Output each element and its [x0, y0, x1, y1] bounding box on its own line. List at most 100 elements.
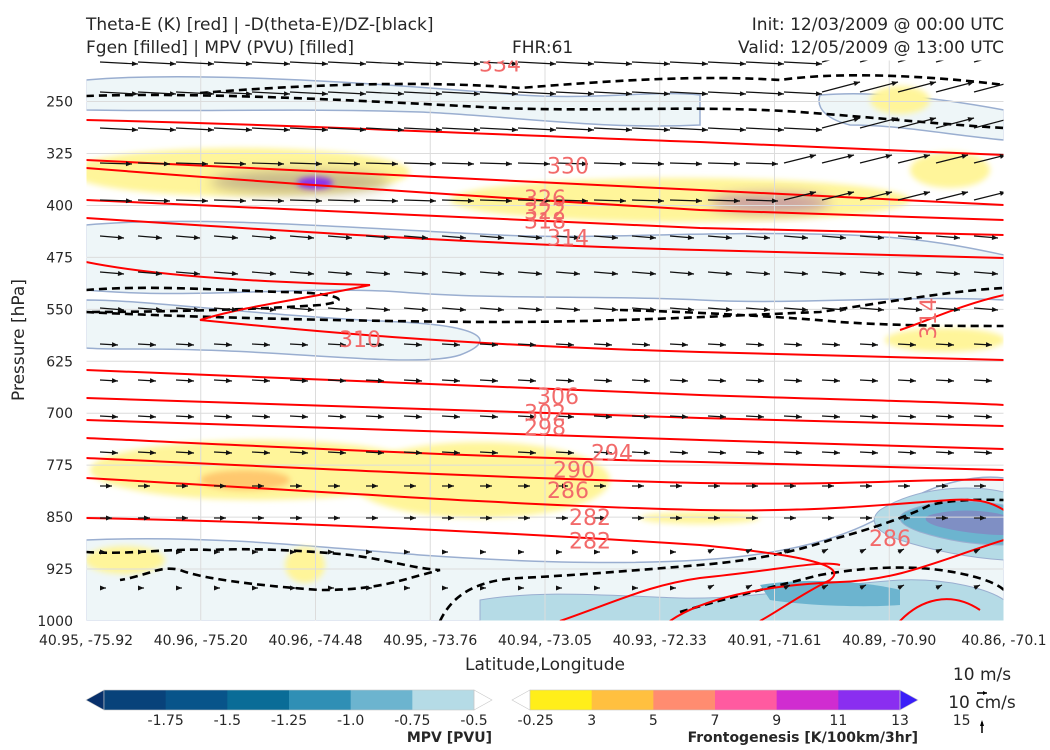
wind-vector [707, 127, 747, 131]
wind-vector-head [138, 549, 144, 555]
wind-vector-head [752, 515, 758, 521]
wind-vector-head [567, 378, 574, 384]
wind-vector [441, 127, 481, 131]
theta-e-contour-labels: 3343303263223183143103063022982942902862… [339, 60, 942, 555]
wind-vector [403, 61, 443, 65]
theta-e-contour-label: 314 [917, 297, 942, 339]
wind-vector-head [176, 585, 182, 591]
wind-vector-head [980, 515, 986, 521]
wind-vector-head [391, 198, 398, 204]
wind-vector-head [404, 549, 410, 555]
wind-vector [289, 127, 329, 131]
x-tick-label: 40.96, -74.48 [268, 633, 362, 649]
title-left-line1: Theta-E (K) [red] | -D(theta-E)/DZ-[blac… [85, 15, 434, 35]
wind-vector-head [339, 378, 346, 384]
wind-vector-head [283, 91, 290, 97]
wind-vector-head [687, 307, 694, 312]
wind-vector-head [144, 515, 150, 521]
wind-vector-head [605, 450, 612, 456]
wind-vector-head [100, 585, 106, 591]
wind-vector-head [600, 515, 606, 521]
wind-vector-head [866, 483, 872, 489]
wind-vector-head [111, 414, 118, 420]
wind-vector-head [549, 91, 556, 97]
y-tick-label: 700 [46, 406, 73, 422]
wind-vector [479, 61, 519, 65]
wind-vector-head [853, 117, 860, 122]
wind-vector [783, 61, 823, 65]
wind-vector-head [511, 91, 518, 97]
wind-vector-head [1006, 51, 1012, 56]
wind-vector-head [473, 91, 480, 97]
wind-vector-head [871, 450, 878, 456]
wind-vector-head [725, 235, 732, 240]
wind-vector-head [169, 91, 176, 97]
wind-vector-head [739, 127, 746, 133]
wind-vector-head [1006, 81, 1012, 86]
wind-vector-head [149, 450, 156, 456]
wind-vector-head [953, 271, 960, 276]
wind-vector-head [176, 549, 182, 555]
wind-vector-head [985, 342, 992, 348]
wind-vector-head [296, 483, 302, 489]
wind-vector-head [372, 483, 378, 489]
theta-e-line [86, 477, 1004, 512]
wind-vector-head [397, 91, 404, 97]
wind-vector-head [915, 271, 922, 276]
y-tick-label: 925 [46, 562, 73, 578]
wind-vector [517, 61, 557, 65]
wind-vector [821, 81, 861, 93]
wind-vector-head [973, 549, 980, 554]
wind-vector-head [225, 378, 232, 384]
forecast-hour: FHR:61 [512, 38, 573, 58]
wind-vector-head [573, 307, 580, 312]
wind-vector-head [220, 515, 226, 521]
wind-vector-head [909, 450, 916, 456]
wind-vector-head [929, 117, 936, 122]
wind-vector-head [111, 342, 118, 348]
plot-frame [85, 59, 1005, 622]
wind-vector-head [562, 483, 568, 489]
theta-e-line [899, 294, 1004, 331]
theta-e-contour-label: 314 [547, 226, 589, 251]
wind-vector [251, 127, 291, 131]
wind-vector [707, 91, 747, 95]
wind-vector-head [182, 483, 188, 489]
colorbar-segment [104, 690, 167, 710]
wind-vector [137, 61, 177, 65]
wind-vector-head [231, 307, 238, 312]
wind-vector-head [587, 127, 594, 133]
colorbar-outline [103, 689, 475, 711]
wind-vector-head [681, 342, 688, 348]
wind-vector-head [239, 161, 246, 167]
wind-vector-head [491, 450, 498, 456]
wind-vector-head [821, 549, 828, 554]
wind-vector-head [733, 161, 740, 167]
mpv-region [925, 510, 1004, 535]
wind-vector [441, 61, 481, 65]
wind-vector [973, 119, 1004, 129]
valid-time: Valid: 12/05/2009 @ 13:00 UTC [738, 38, 1004, 58]
wind-vector-head [529, 414, 536, 420]
wind-vector-head [263, 414, 270, 420]
wind-vector-head [739, 61, 746, 67]
wind-vector [327, 127, 367, 131]
wind-vector-head [144, 483, 150, 489]
wind-vector-head [980, 483, 986, 489]
wind-vector-head [290, 585, 296, 591]
wind-vector-head [625, 61, 632, 67]
stability-contour [679, 566, 1004, 614]
wind-vector-head [269, 235, 276, 240]
wind-vector-head [935, 549, 942, 554]
wind-vector-head [193, 271, 200, 276]
wind-vector-head [923, 191, 930, 196]
wind-vector-head [961, 191, 968, 196]
theta-e-line [86, 199, 1004, 236]
wind-vector [669, 127, 709, 131]
wind-vector-head [619, 161, 626, 167]
theta-e-line [86, 119, 1004, 156]
wind-vector-head [567, 342, 574, 348]
wind-vector [973, 83, 1004, 93]
wind-vector [935, 117, 975, 129]
theta-e-contour-label: 282 [569, 530, 611, 555]
